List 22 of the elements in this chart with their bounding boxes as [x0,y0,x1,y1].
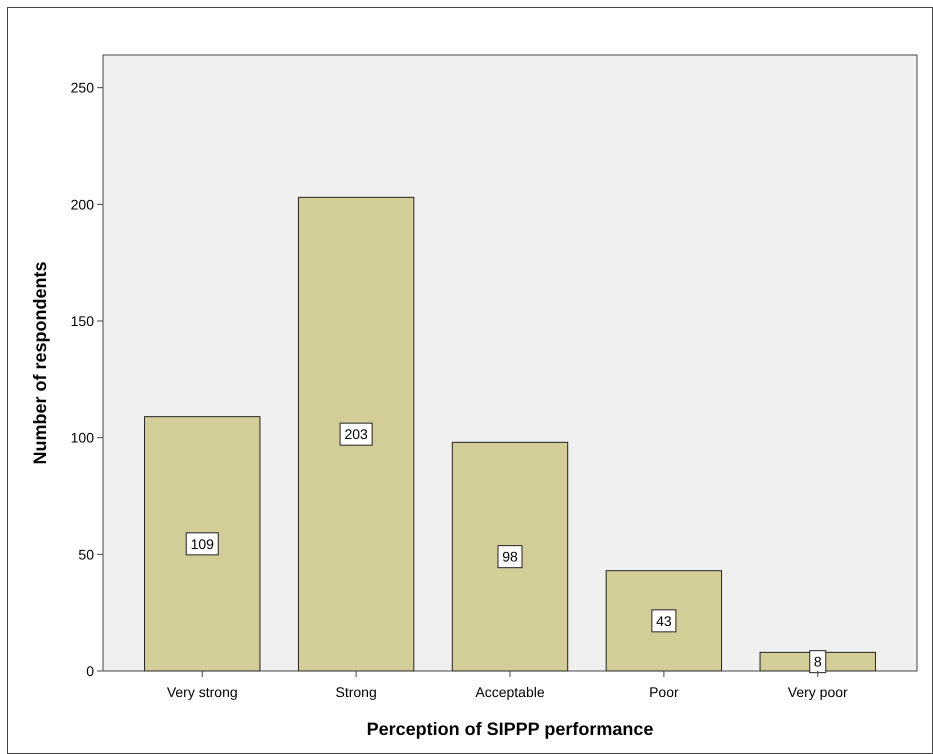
data-label: 203 [344,426,368,442]
bar [144,416,260,672]
y-tick-label: 100 [70,430,94,446]
y-tick-label: 250 [70,80,94,96]
bar [606,570,722,672]
x-tick-label: Strong [336,684,377,700]
y-tick-label: 150 [70,313,94,329]
y-tick-label: 0 [86,663,94,679]
bar [452,442,568,672]
bar [298,196,414,672]
x-tick-label: Very poor [788,684,848,700]
data-label: 43 [656,612,672,629]
data-label: 8 [814,654,822,670]
data-label: 98 [502,548,518,565]
x-axis-title: Perception of SIPPP performance [366,719,654,739]
y-tick-label: 50 [78,546,94,562]
y-axis-title: Number of respondents [30,261,50,465]
data-label: 109 [190,536,214,552]
y-tick-label: 200 [70,196,94,212]
x-tick-label: Poor [649,684,679,700]
x-tick-label: Very strong [166,684,238,700]
x-tick-label: Acceptable [475,684,545,700]
